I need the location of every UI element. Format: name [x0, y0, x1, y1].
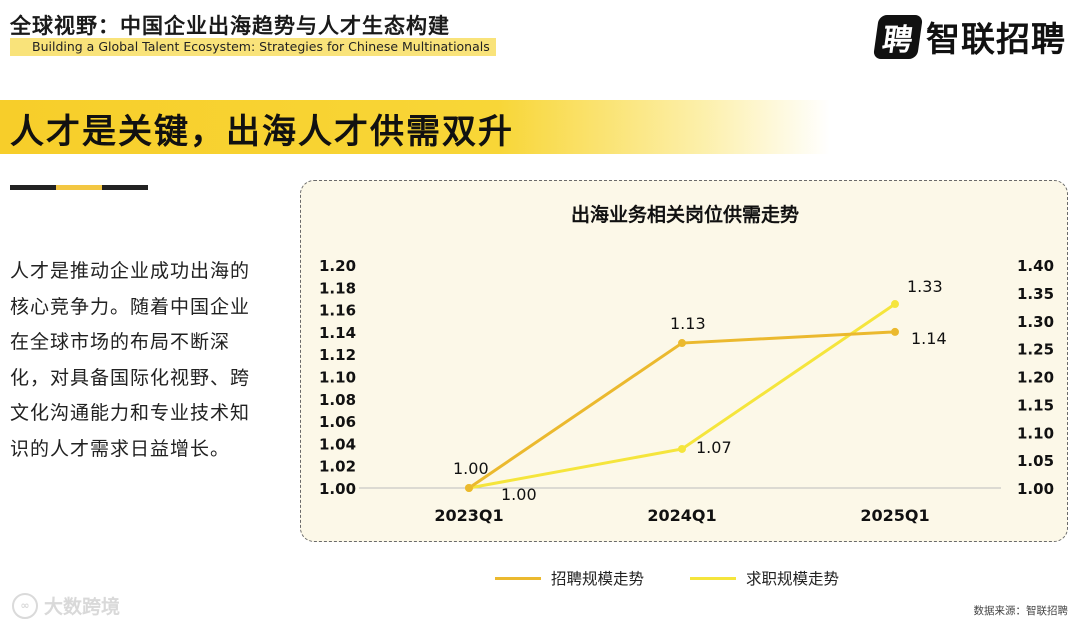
legend-label-recruit: 招聘规模走势 [551, 570, 645, 588]
legend-label-jobseek: 求职规模走势 [746, 570, 840, 588]
zhaopin-logo: 聘 智联招聘 [872, 12, 1066, 61]
legend-swatch-recruit [495, 576, 541, 580]
divider-segment-yellow [56, 185, 102, 190]
y-right-tick-label: 1.25 [1017, 341, 1054, 359]
y-right-tick-label: 1.35 [1017, 285, 1054, 303]
header-title: 全球视野：中国企业出海趋势与人才生态构建 [10, 14, 450, 38]
y-left-tick-label: 1.08 [319, 391, 356, 409]
y-left-tick-label: 1.18 [319, 279, 356, 297]
y-right-tick-label: 1.30 [1017, 313, 1054, 331]
data-point-jobseek [891, 300, 899, 309]
legend-item-recruit: 招聘规模走势 [495, 567, 644, 589]
data-source: 数据来源：智联招聘 [973, 605, 1069, 617]
y-left-tick-label: 1.10 [319, 369, 356, 387]
y-left-tick-label: 1.12 [319, 346, 356, 364]
divider-segment-dark [10, 185, 56, 190]
y-left-tick-label: 1.20 [319, 257, 356, 275]
chart-title: 出海业务相关岗位供需走势 [571, 203, 799, 226]
y-right-tick-label: 1.40 [1017, 257, 1054, 275]
legend-swatch-jobseek [690, 576, 736, 580]
x-tick-label: 2023Q1 [434, 506, 503, 525]
y-right-tick-label: 1.00 [1017, 480, 1054, 498]
legend-item-jobseek: 求职规模走势 [690, 567, 839, 589]
watermark-logo-icon: ∞ [12, 592, 38, 619]
data-point-recruit [891, 327, 899, 336]
divider-segment-dark [102, 185, 148, 190]
y-right-tick-label: 1.05 [1017, 452, 1054, 470]
data-point-recruit [678, 339, 686, 348]
watermark: ∞ 大数跨境 [12, 592, 120, 619]
data-label-jobseek: 1.00 [501, 485, 537, 504]
logo-text: 智联招聘 [926, 20, 1066, 60]
banner-title: 人才是关键，出海人才供需双升 [10, 112, 514, 152]
data-label-recruit: 1.00 [453, 459, 489, 478]
x-tick-label: 2024Q1 [647, 506, 716, 525]
data-label-jobseek: 1.33 [907, 277, 943, 296]
y-right-tick-label: 1.15 [1017, 396, 1054, 414]
chart-panel: 出海业务相关岗位供需走势 1.20 1.18 1.16 1.14 1.12 1.10 1.08… [300, 180, 1068, 542]
y-left-tick-label: 1.00 [319, 480, 356, 498]
watermark-text: 大数跨境 [44, 596, 121, 618]
data-point-jobseek [678, 444, 686, 453]
x-tick-label: 2025Q1 [860, 506, 929, 525]
y-right-tick-label: 1.20 [1017, 369, 1054, 387]
data-label-jobseek: 1.07 [696, 438, 732, 457]
y-left-tick-label: 1.16 [319, 302, 356, 320]
body-paragraph: 人才是推动企业成功出海的核心竞争力。随着中国企业在全球市场的布局不断深化，对具备… [10, 260, 251, 460]
series-line-recruit [468, 330, 896, 490]
header-subtitle: Building a Global Talent Ecosystem: Stra… [10, 38, 496, 56]
data-label-recruit: 1.14 [911, 329, 947, 348]
y-left-tick-label: 1.06 [319, 413, 356, 431]
data-point-recruit [465, 484, 473, 492]
y-left-tick-label: 1.02 [319, 458, 356, 476]
data-label-recruit: 1.13 [670, 314, 706, 333]
y-left-tick-label: 1.14 [319, 324, 356, 342]
line-chart: 出海业务相关岗位供需走势 1.20 1.18 1.16 1.14 1.12 1.10 1.08… [319, 203, 1054, 525]
banner-background [0, 100, 830, 154]
zhaopin-logo-icon: 聘 [872, 14, 924, 59]
y-right-tick-label: 1.10 [1017, 424, 1054, 442]
y-left-tick-label: 1.04 [319, 435, 356, 453]
